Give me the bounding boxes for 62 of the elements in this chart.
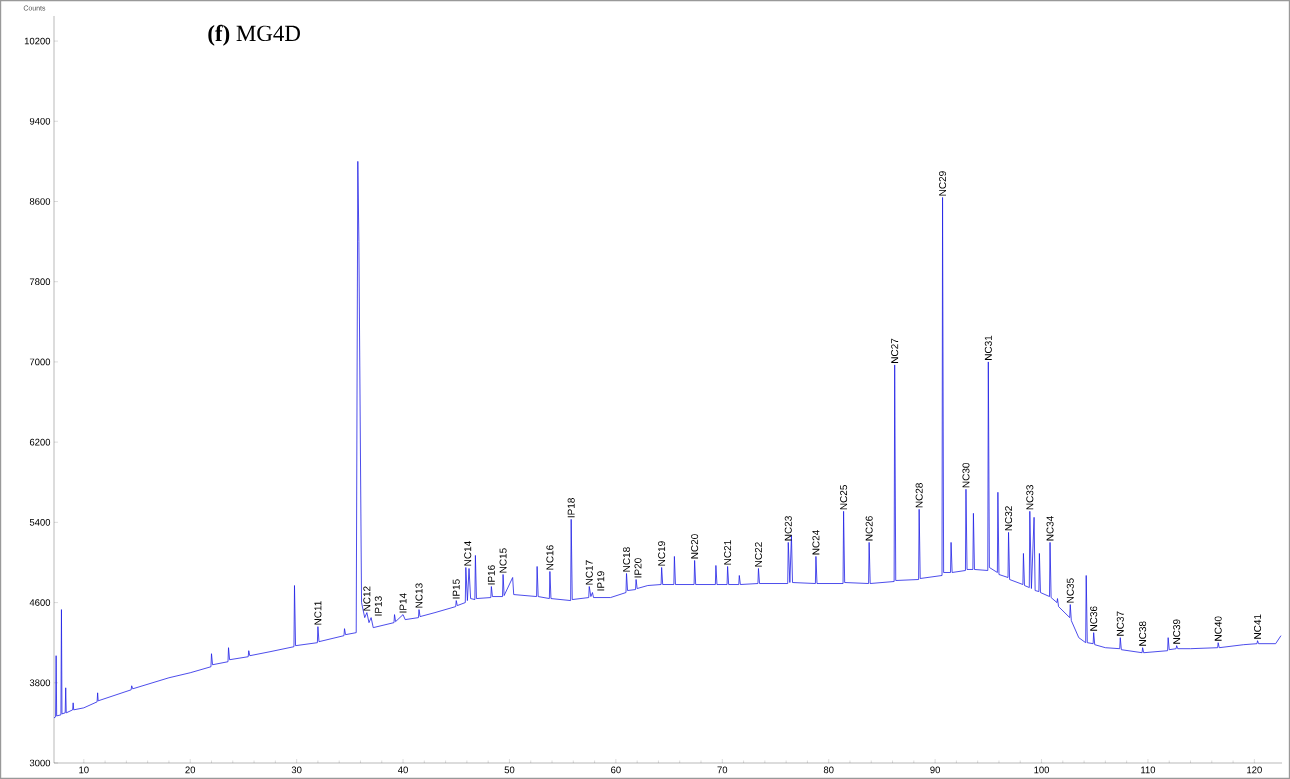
annotation: IP14: [399, 593, 407, 613]
y-tick-label: 7800: [29, 278, 51, 286]
annotation: NC18: [622, 547, 631, 572]
x-tick-label: 80: [823, 766, 834, 774]
annotation: NC31: [984, 335, 992, 360]
annotation: NC36: [1090, 606, 1098, 631]
y-tick-label: 7000: [29, 358, 51, 366]
annotation: NC34: [1046, 516, 1054, 541]
annotation: IP13: [374, 596, 382, 616]
line-series: [54, 160, 1282, 719]
annotation: NC27: [891, 338, 899, 363]
x-tick-label: 50: [504, 766, 515, 774]
x-tick-label: 110: [1141, 766, 1156, 774]
annotation: NC11: [314, 601, 322, 625]
y-tick-label: 6200: [29, 438, 51, 446]
y-tick-label: 5400: [29, 519, 51, 526]
y-tick-label: 9400: [29, 117, 51, 125]
annotation: NC41: [1254, 614, 1262, 639]
annotation: NC29: [939, 171, 947, 196]
annotation: NC35: [1066, 578, 1074, 603]
y-tick-label: 10200: [24, 37, 51, 45]
annotation: NC15: [499, 548, 507, 573]
x-tick-label: 30: [291, 766, 302, 774]
annotation: NC17: [585, 560, 593, 585]
annotation: NC37: [1116, 611, 1124, 636]
annotation: NC20: [691, 534, 699, 559]
x-tick-label: 20: [185, 766, 196, 774]
annotation: NC19: [658, 541, 666, 566]
y-tick-label: 3800: [29, 679, 51, 687]
annotation: NC40: [1214, 616, 1222, 641]
annotation: NC13: [415, 583, 423, 608]
annotation: IP16: [487, 565, 495, 585]
annotation: NC16: [546, 545, 554, 570]
annotation: NC26: [865, 516, 873, 541]
annotation: NC21: [724, 540, 732, 565]
annotation: NC23: [784, 516, 792, 541]
x-tick-label: 120: [1247, 766, 1262, 774]
y-tick-label: 4600: [29, 599, 51, 606]
x-tick-label: 100: [1034, 766, 1050, 774]
annotation: NC32: [1005, 506, 1013, 531]
x-tick-label: 60: [611, 766, 621, 774]
annotation: NC14: [464, 541, 472, 566]
annotation: NC38: [1139, 621, 1147, 646]
annotation: IP18: [567, 498, 575, 518]
annotation: NC28: [915, 483, 923, 508]
annotation: NC33: [1026, 485, 1034, 510]
annotation: IP19: [597, 571, 605, 591]
annotation: NC12: [363, 586, 371, 611]
annotation: NC22: [754, 542, 762, 567]
annotation: IP15: [452, 579, 460, 599]
x-tick-label: 10: [79, 766, 89, 774]
y-tick-label: 3000: [29, 759, 51, 767]
x-tick-label: 90: [930, 766, 940, 774]
annotation: IP20: [634, 558, 642, 578]
x-tick-label: 40: [397, 766, 408, 774]
y-tick-label: 8600: [29, 198, 51, 205]
annotation: NC30: [962, 462, 970, 488]
annotation: NC39: [1173, 619, 1181, 644]
annotation: NC25: [840, 485, 848, 510]
annotation: NC24: [812, 530, 820, 555]
x-tick-label: 70: [717, 766, 728, 774]
chart-title: (f) MG4D: [208, 24, 300, 46]
